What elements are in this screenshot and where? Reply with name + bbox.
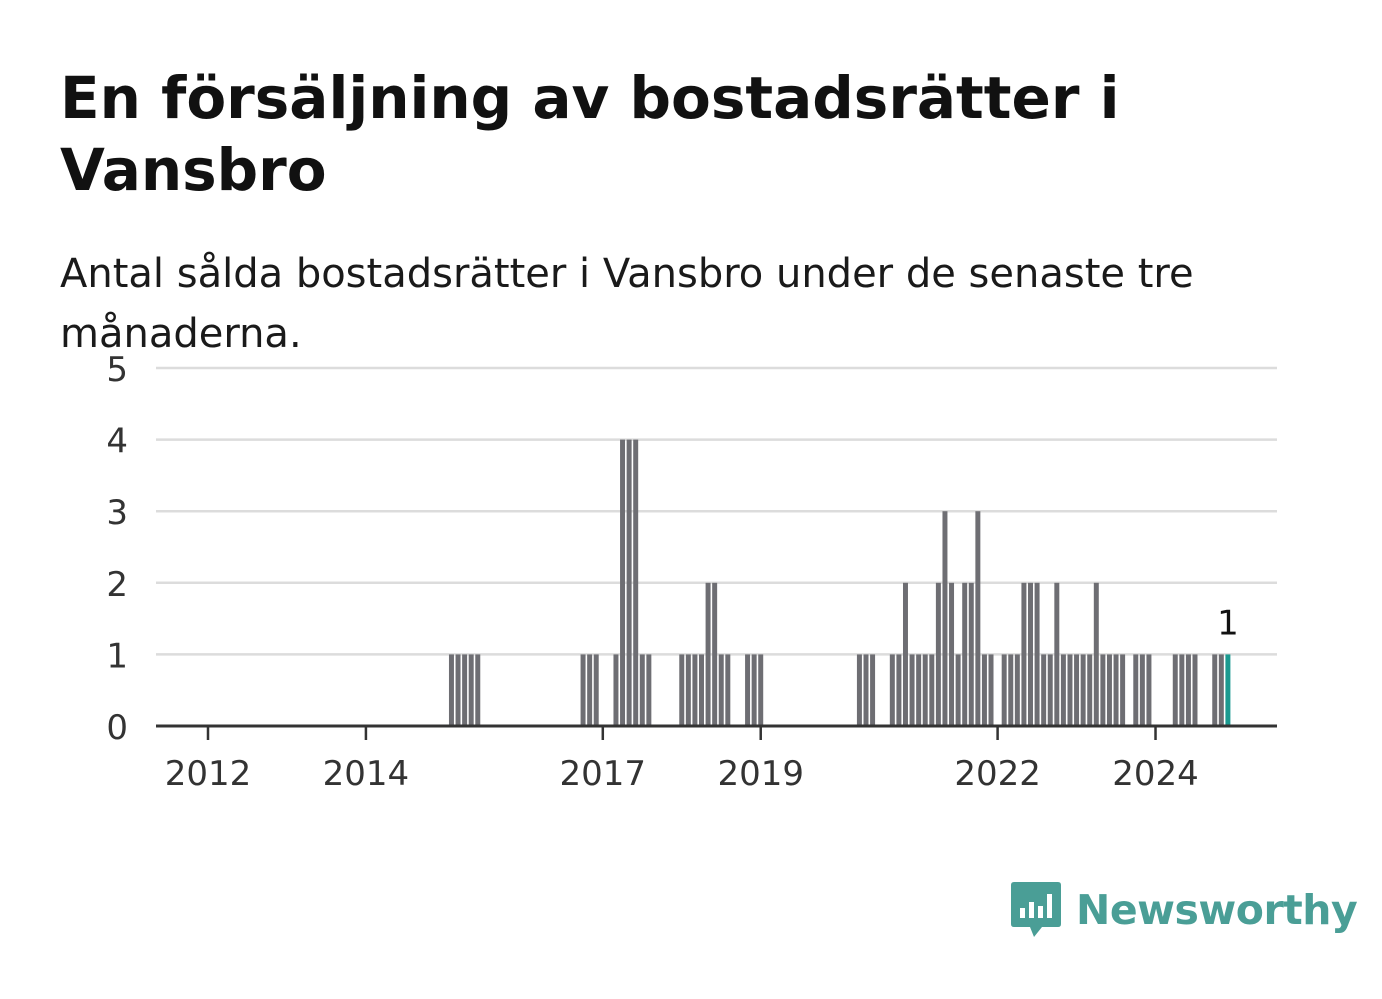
bar [587,654,593,726]
bar [942,511,948,726]
bar [705,582,711,726]
bar [1054,582,1060,726]
bar [1001,654,1007,726]
bar [955,654,961,726]
x-axis: 2012 2014 2017 2019 2022 2024 [156,724,1277,794]
bar [909,654,915,726]
y-tick-label: 2 [106,565,128,605]
bar [1087,654,1093,726]
x-tick-label: 2014 [323,754,410,794]
x-tick-label: 2012 [165,754,252,794]
bar [935,582,941,726]
bar [692,654,698,726]
bar [870,654,876,726]
bar [679,654,685,726]
bar [712,582,718,726]
x-tick-label: 2019 [717,754,804,794]
bar [593,654,599,726]
x-tick-label: 2022 [954,754,1041,794]
bar [725,654,731,726]
bar [639,654,645,726]
bar [981,654,987,726]
bar [962,582,968,726]
bar [1014,654,1020,726]
bar [1074,654,1080,726]
newsworthy-logo: Newsworthy [1010,878,1358,942]
bar [1060,654,1066,726]
bar [1179,654,1185,726]
bar [916,654,922,726]
bar [856,654,862,726]
brand-name: Newsworthy [1076,886,1358,934]
bar [455,654,461,726]
bar [620,439,626,726]
bar [968,582,974,726]
bar [1146,654,1152,726]
bar [1093,582,1099,726]
bar [1120,654,1126,726]
bar [988,654,994,726]
bar [646,654,652,726]
y-tick-label: 1 [106,636,128,676]
bar [929,654,935,726]
chart-bars [448,439,1231,726]
bar [633,439,639,726]
bar [1008,654,1014,726]
bar [613,654,619,726]
bar [475,654,481,726]
bar [863,654,869,726]
bar [462,654,468,726]
page-title: En försäljning av bostadsrätter i Vansbr… [60,64,1120,204]
bar [685,654,691,726]
bar [1212,654,1218,726]
bar [896,654,902,726]
bar [580,654,586,726]
y-axis-ticks: 0 1 2 3 4 5 [106,350,128,748]
bar [1021,582,1027,726]
bar [626,439,632,726]
highlight-value-label: 1 [1217,603,1239,643]
bar [975,511,981,726]
bar [1080,654,1086,726]
bar [1106,654,1112,726]
bar [751,654,757,726]
bar [949,582,955,726]
bar [1041,654,1047,726]
bar [1067,654,1073,726]
bar [448,654,454,726]
y-tick-label: 3 [106,493,128,533]
bar [1113,654,1119,726]
bar [1185,654,1191,726]
bar [758,654,764,726]
page-subtitle: Antal sålda bostadsrätter i Vansbro unde… [60,251,1194,357]
bar [922,654,928,726]
bar [1172,654,1178,726]
bar [1047,654,1053,726]
bar [1139,654,1145,726]
highlight-bar [1225,654,1231,726]
x-tick-label: 2024 [1112,754,1199,794]
y-tick-label: 5 [106,350,128,390]
bar [1034,582,1040,726]
bar-chart-speech-bubble-icon [1011,882,1061,937]
x-tick-label: 2017 [560,754,647,794]
chart-annotations: 1 [1217,603,1239,643]
bar [468,654,474,726]
bar [699,654,704,726]
bar [1028,582,1033,726]
bar [1218,654,1224,726]
bar [902,582,908,726]
bar [1100,654,1106,726]
bar [1133,654,1139,726]
bar [1192,654,1198,726]
y-tick-label: 4 [106,422,128,462]
bar [745,654,751,726]
bar-chart: 0 1 2 3 4 5 2012 2014 2017 2019 2022 2024 1 [106,350,1277,794]
y-tick-label: 0 [106,708,128,748]
bar [718,654,724,726]
bar [889,654,895,726]
